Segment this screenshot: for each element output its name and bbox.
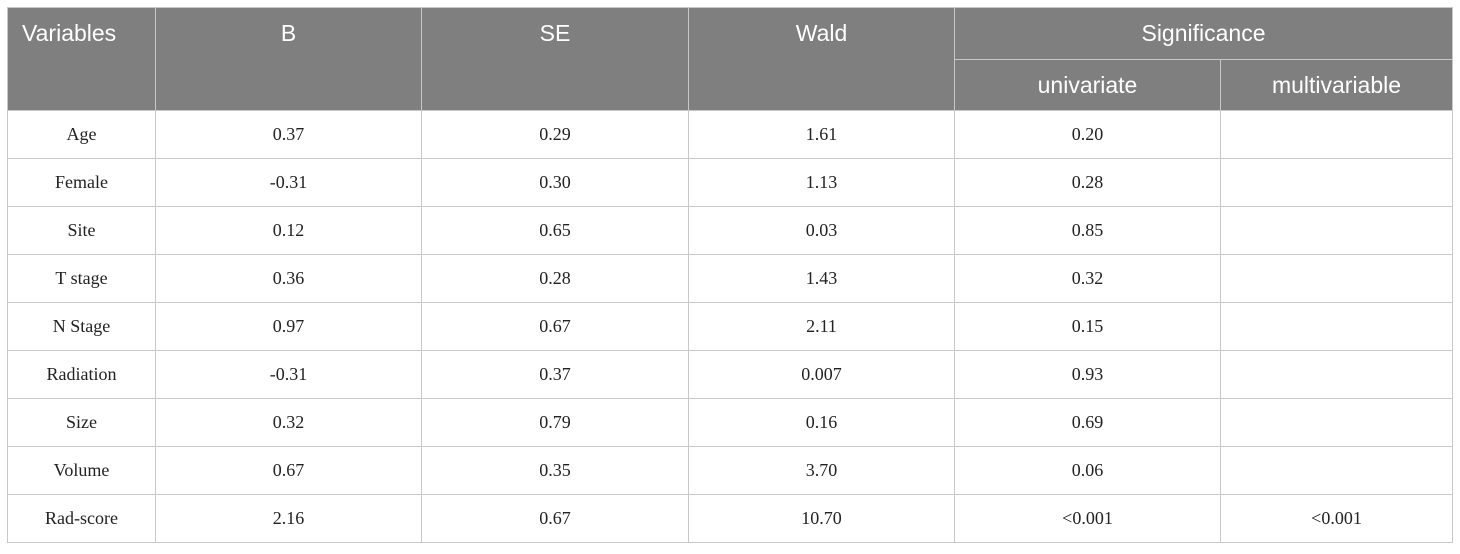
cell-se: 0.67 — [421, 494, 689, 543]
cell-se: 0.65 — [421, 206, 689, 255]
cell-b: 0.32 — [155, 398, 422, 447]
header-significance: Significance — [954, 7, 1453, 60]
cell-univariate: 0.93 — [954, 350, 1221, 399]
table-row: Volume 0.67 0.35 3.70 0.06 — [7, 446, 1453, 495]
cell-univariate: <0.001 — [954, 494, 1221, 543]
cell-variable: Size — [7, 398, 156, 447]
cell-multivariable — [1220, 350, 1453, 399]
cell-se: 0.79 — [421, 398, 689, 447]
cell-wald: 1.61 — [688, 110, 955, 159]
cell-multivariable — [1220, 254, 1453, 303]
cell-b: 2.16 — [155, 494, 422, 543]
table-row: Size 0.32 0.79 0.16 0.69 — [7, 398, 1453, 447]
cell-wald: 0.16 — [688, 398, 955, 447]
header-variables: Variables — [7, 7, 156, 111]
cell-variable: N Stage — [7, 302, 156, 351]
cell-variable: Rad-score — [7, 494, 156, 543]
table-row: Site 0.12 0.65 0.03 0.85 — [7, 206, 1453, 255]
cell-multivariable — [1220, 446, 1453, 495]
cell-wald: 1.13 — [688, 158, 955, 207]
header-multivariable: multivariable — [1220, 59, 1453, 111]
cell-multivariable: <0.001 — [1220, 494, 1453, 543]
cell-wald: 3.70 — [688, 446, 955, 495]
cell-b: -0.31 — [155, 158, 422, 207]
cell-variable: Age — [7, 110, 156, 159]
table-body: Age 0.37 0.29 1.61 0.20 Female -0.31 0.30 1.13 0.… — [7, 110, 1453, 543]
table-wrapper: Variables B SE Wald Significance univari… — [7, 7, 1453, 543]
cell-multivariable — [1220, 158, 1453, 207]
cell-variable: Site — [7, 206, 156, 255]
regression-table: Variables B SE Wald Significance univari… — [7, 7, 1453, 543]
cell-se: 0.67 — [421, 302, 689, 351]
table-row: Female -0.31 0.30 1.13 0.28 — [7, 158, 1453, 207]
cell-b: -0.31 — [155, 350, 422, 399]
cell-univariate: 0.32 — [954, 254, 1221, 303]
cell-univariate: 0.06 — [954, 446, 1221, 495]
cell-univariate: 0.15 — [954, 302, 1221, 351]
table-header: Variables B SE Wald Significance univari… — [7, 7, 1453, 111]
cell-b: 0.67 — [155, 446, 422, 495]
cell-multivariable — [1220, 398, 1453, 447]
cell-b: 0.12 — [155, 206, 422, 255]
header-wald: Wald — [688, 7, 955, 111]
cell-variable: Radiation — [7, 350, 156, 399]
cell-se: 0.37 — [421, 350, 689, 399]
cell-variable: Female — [7, 158, 156, 207]
cell-univariate: 0.28 — [954, 158, 1221, 207]
cell-b: 0.97 — [155, 302, 422, 351]
cell-se: 0.35 — [421, 446, 689, 495]
cell-variable: Volume — [7, 446, 156, 495]
table-row: Rad-score 2.16 0.67 10.70 <0.001 <0.001 — [7, 494, 1453, 543]
cell-wald: 0.007 — [688, 350, 955, 399]
cell-multivariable — [1220, 302, 1453, 351]
cell-se: 0.29 — [421, 110, 689, 159]
cell-b: 0.37 — [155, 110, 422, 159]
header-b: B — [155, 7, 422, 111]
table-row: T stage 0.36 0.28 1.43 0.32 — [7, 254, 1453, 303]
cell-wald: 0.03 — [688, 206, 955, 255]
cell-wald: 1.43 — [688, 254, 955, 303]
cell-wald: 2.11 — [688, 302, 955, 351]
cell-se: 0.28 — [421, 254, 689, 303]
cell-multivariable — [1220, 206, 1453, 255]
table-row: N Stage 0.97 0.67 2.11 0.15 — [7, 302, 1453, 351]
cell-variable: T stage — [7, 254, 156, 303]
cell-wald: 10.70 — [688, 494, 955, 543]
cell-multivariable — [1220, 110, 1453, 159]
header-univariate: univariate — [954, 59, 1221, 111]
cell-univariate: 0.69 — [954, 398, 1221, 447]
table-row: Radiation -0.31 0.37 0.007 0.93 — [7, 350, 1453, 399]
cell-univariate: 0.20 — [954, 110, 1221, 159]
cell-se: 0.30 — [421, 158, 689, 207]
cell-univariate: 0.85 — [954, 206, 1221, 255]
table-row: Age 0.37 0.29 1.61 0.20 — [7, 110, 1453, 159]
cell-b: 0.36 — [155, 254, 422, 303]
header-se: SE — [421, 7, 689, 111]
